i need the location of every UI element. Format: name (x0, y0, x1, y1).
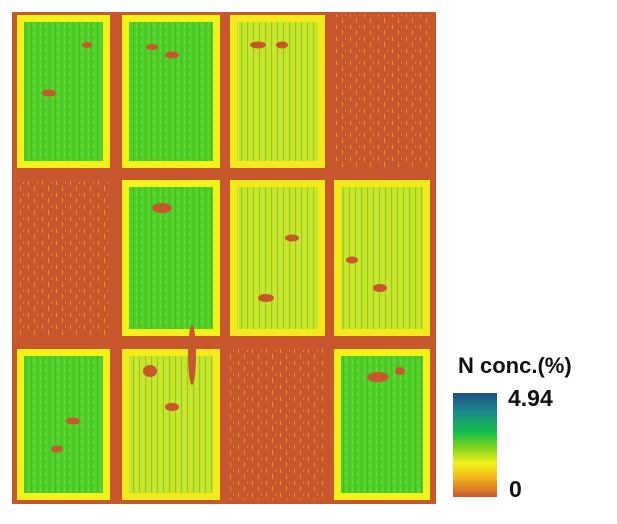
nitrogen-concentration-map (12, 12, 436, 504)
field-plot (17, 15, 110, 168)
field-plot (230, 180, 325, 336)
field-plot (334, 180, 430, 336)
legend-title: N conc.(%) (458, 353, 572, 378)
field-plot (122, 325, 220, 500)
legend-max-label: 4.94 (508, 385, 553, 411)
field-plot (230, 15, 325, 168)
field-plot (17, 349, 110, 500)
field-plot (17, 180, 110, 336)
field-plot (334, 15, 430, 168)
field-plot (334, 349, 430, 500)
legend-min-label: 0 (509, 476, 522, 502)
field-plot (230, 349, 325, 500)
plot-grid (17, 15, 430, 500)
field-plot (122, 15, 220, 168)
field-plot (122, 180, 220, 336)
legend-color-scale (453, 393, 497, 497)
